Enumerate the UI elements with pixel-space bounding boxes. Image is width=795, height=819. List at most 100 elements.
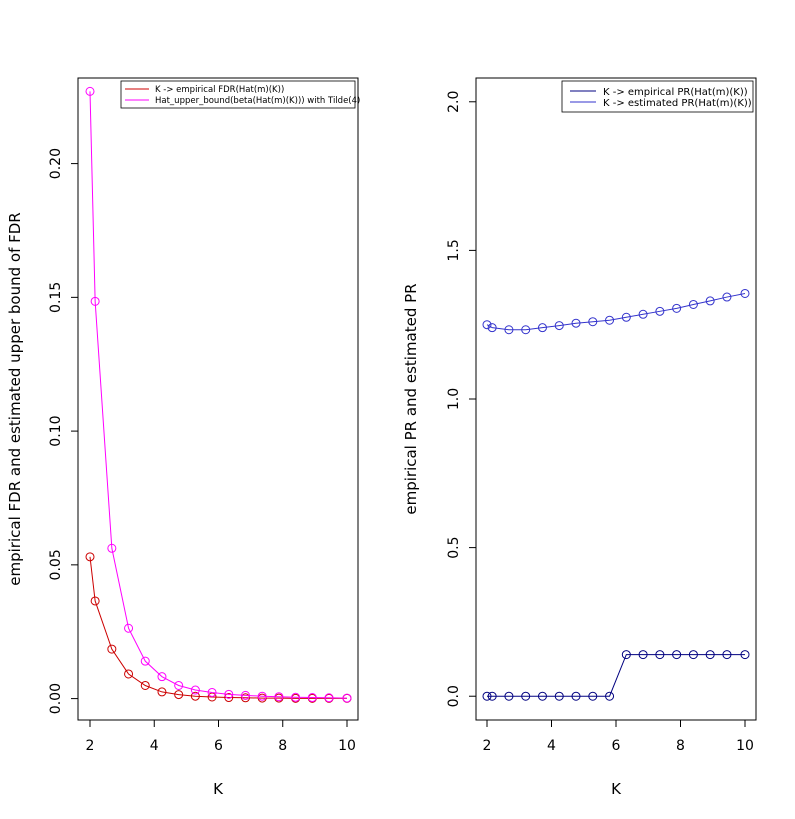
series-1-point <box>257 691 267 701</box>
series-1-point <box>157 672 167 682</box>
y-axis: 0.0 0.5 1.0 1.5 2.0 <box>446 91 476 707</box>
series-1-point <box>174 680 184 690</box>
x-tick-label: 2 <box>483 738 492 754</box>
x-tick-label: 10 <box>338 738 356 754</box>
x-tick-label: 6 <box>612 738 621 754</box>
series-0-point <box>638 650 648 660</box>
y-tick-label: 0.20 <box>48 148 64 179</box>
y-tick-label: 0.05 <box>48 549 64 580</box>
plot-frame <box>77 77 359 721</box>
series-layer <box>85 86 352 703</box>
x-tick-label: 6 <box>214 738 223 754</box>
series-1-point <box>537 323 547 333</box>
series-1-point <box>722 292 732 302</box>
series-0-point <box>190 691 200 701</box>
series-1-point <box>307 693 317 703</box>
series-1-point <box>688 299 698 309</box>
series-0-point <box>487 691 497 701</box>
legend-label-upper-bound: Hat_upper_bound(beta(Hat(m)(K))) with Ti… <box>155 96 360 106</box>
series-1-point <box>554 321 564 331</box>
series-0-point <box>605 691 615 701</box>
series-0-point <box>482 691 492 701</box>
series-1-point <box>85 86 95 96</box>
series-0-point <box>107 644 117 654</box>
series-0-point <box>705 650 715 660</box>
series-0-point <box>224 693 234 703</box>
x-tick-label: 10 <box>736 738 754 754</box>
series-1-point <box>638 309 648 319</box>
x-axis: 2 4 6 8 10 <box>86 720 356 754</box>
series-1-point <box>224 689 234 699</box>
series-0-point <box>521 691 531 701</box>
legend-label-empirical-pr: K -> empirical PR(Hat(m)(K)) <box>603 87 748 98</box>
y-axis: 0.00 0.05 0.10 0.15 0.20 <box>48 148 78 714</box>
series-line-0 <box>89 556 347 699</box>
fdr-panel: 0.00 0.05 0.10 0.15 0.20 2 4 6 8 10 K empirical … <box>6 77 360 798</box>
series-1-point <box>605 315 615 325</box>
y-tick-label: 0.0 <box>446 685 462 707</box>
series-line-1 <box>89 91 348 699</box>
x-tick-label: 8 <box>676 738 685 754</box>
series-0-point <box>571 691 581 701</box>
series-1-point <box>140 656 150 666</box>
y-axis-label: empirical PR and estimated PR <box>402 283 420 514</box>
series-1-point <box>107 543 117 553</box>
series-0-point <box>688 650 698 660</box>
series-0-point <box>504 691 514 701</box>
series-0-point <box>588 691 598 701</box>
series-1-point <box>124 623 134 633</box>
series-1-point <box>342 693 352 703</box>
series-0-point <box>124 669 134 679</box>
series-0-point <box>740 650 750 660</box>
series-1-point <box>571 318 581 328</box>
series-1-point <box>190 685 200 695</box>
series-1-point <box>740 288 750 298</box>
series-1-point <box>504 325 514 335</box>
series-layer <box>482 288 750 701</box>
series-1-point <box>521 325 531 335</box>
y-tick-label: 2.0 <box>446 91 462 113</box>
series-0-point <box>85 552 95 562</box>
series-1-point <box>655 306 665 316</box>
x-tick-label: 4 <box>150 738 159 754</box>
series-0-point <box>240 693 250 703</box>
series-0-point <box>157 687 167 697</box>
series-1-point <box>324 693 334 703</box>
legend: K -> empirical FDR(Hat(m)(K)) Hat_upper_… <box>120 80 360 109</box>
y-tick-label: 0.15 <box>48 282 64 313</box>
series-1-point <box>705 296 715 306</box>
legend: K -> empirical PR(Hat(m)(K)) K -> estima… <box>561 80 754 113</box>
series-0-point <box>672 650 682 660</box>
series-0-point <box>537 691 547 701</box>
series-0-point <box>655 650 665 660</box>
series-1-point <box>207 687 217 697</box>
series-1-point <box>274 692 284 702</box>
y-tick-label: 1.0 <box>446 388 462 410</box>
series-0-point <box>722 650 732 660</box>
x-axis-label: K <box>213 780 224 798</box>
legend-label-empirical-fdr: K -> empirical FDR(Hat(m)(K)) <box>155 85 284 95</box>
series-1-point <box>621 312 631 322</box>
series-0-point <box>174 690 184 700</box>
series-1-point <box>482 320 492 330</box>
series-1-point <box>291 692 301 702</box>
x-axis: 2 4 6 8 10 <box>483 720 754 754</box>
series-1-point <box>240 690 250 700</box>
x-axis-label: K <box>611 780 622 798</box>
series-1-point <box>90 296 100 306</box>
x-tick-label: 2 <box>86 738 95 754</box>
series-0-point <box>207 692 217 702</box>
series-0-point <box>140 680 150 690</box>
pr-panel: 0.0 0.5 1.0 1.5 2.0 2 4 6 8 10 K empirical PR an… <box>402 77 757 798</box>
series-1-point <box>487 323 497 333</box>
x-tick-label: 4 <box>547 738 556 754</box>
y-tick-label: 0.5 <box>446 536 462 558</box>
x-tick-label: 8 <box>278 738 287 754</box>
series-0-point <box>554 691 564 701</box>
series-0-point <box>621 650 631 660</box>
series-1-point <box>672 303 682 313</box>
legend-box <box>120 80 356 109</box>
y-tick-label: 1.5 <box>446 239 462 261</box>
series-line-1 <box>486 292 746 331</box>
